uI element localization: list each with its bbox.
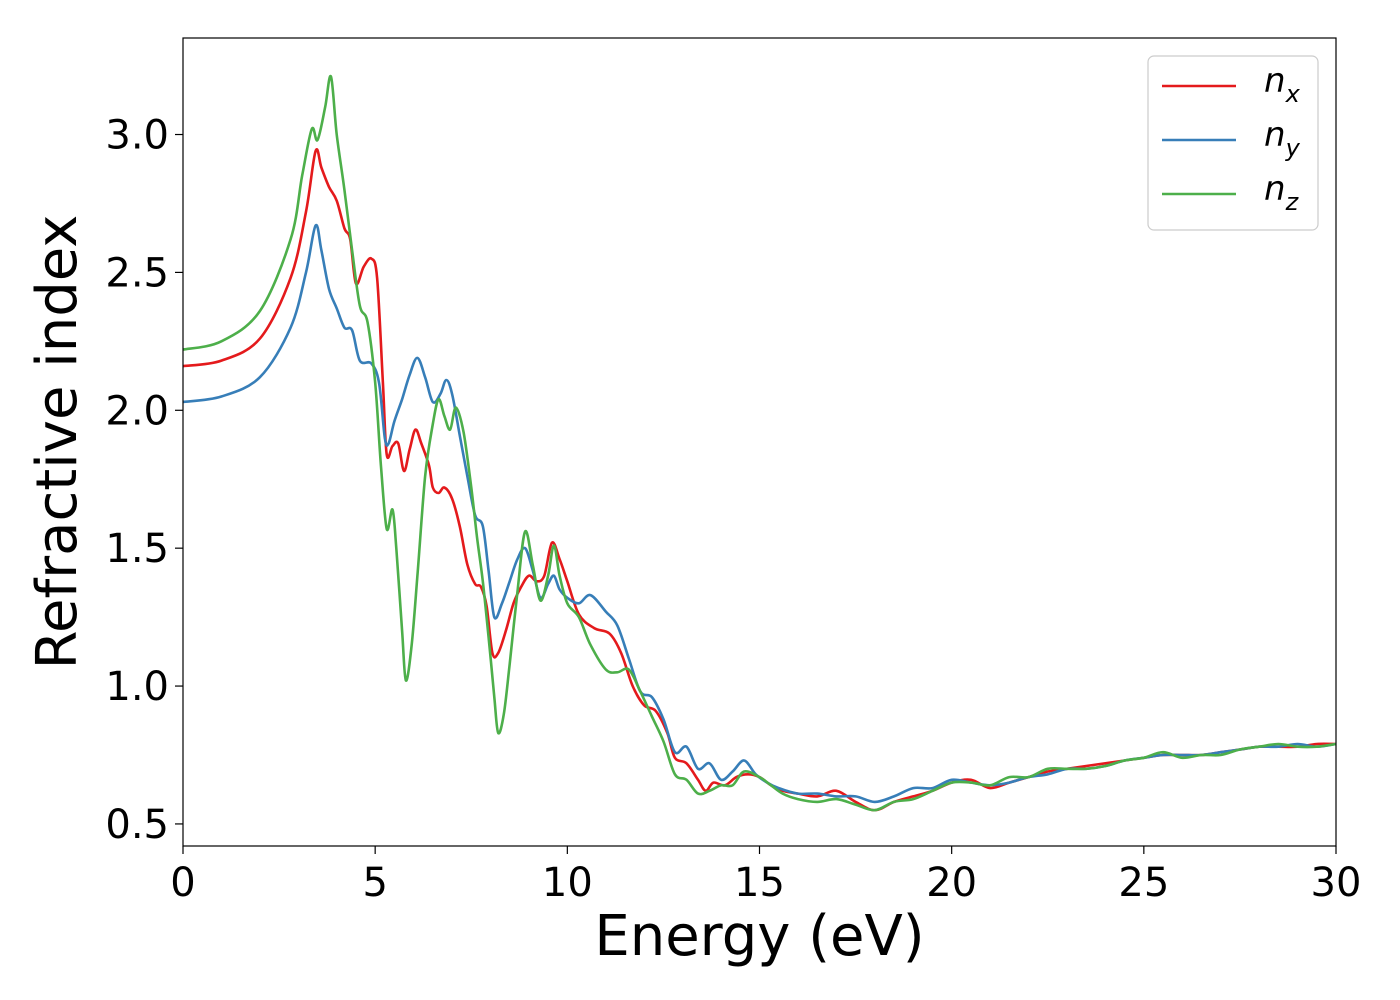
y-tick-label: 1.0: [105, 664, 169, 710]
series-line-n_y: [183, 223, 1336, 804]
x-tick-label: 30: [1311, 860, 1362, 906]
x-tick-label: 20: [926, 860, 977, 906]
x-tick-label: 25: [1118, 860, 1169, 906]
x-axis: 0 5 10 15 20 25 30: [170, 846, 1361, 906]
legend-box: [1147, 55, 1319, 231]
x-tick-label: 15: [734, 860, 785, 906]
y-tick-label: 2.0: [105, 388, 169, 434]
y-axis-title: Refractive index: [25, 215, 90, 670]
y-tick-label: 2.5: [105, 250, 169, 296]
y-tick-label: 3.0: [105, 113, 169, 159]
y-tick-label: 1.5: [105, 526, 169, 572]
y-axis: 0.5 1.0 1.5 2.0 2.5 3.0: [105, 113, 183, 848]
x-tick-label: 10: [542, 860, 593, 906]
series-line-n_x: [183, 148, 1336, 812]
x-axis-title: Energy (eV): [594, 904, 924, 969]
x-tick-label: 5: [362, 860, 387, 906]
series-layer: [183, 74, 1336, 812]
x-tick-label: 0: [170, 860, 195, 906]
series-line-n_z: [183, 74, 1336, 812]
y-tick-label: 0.5: [105, 802, 169, 848]
